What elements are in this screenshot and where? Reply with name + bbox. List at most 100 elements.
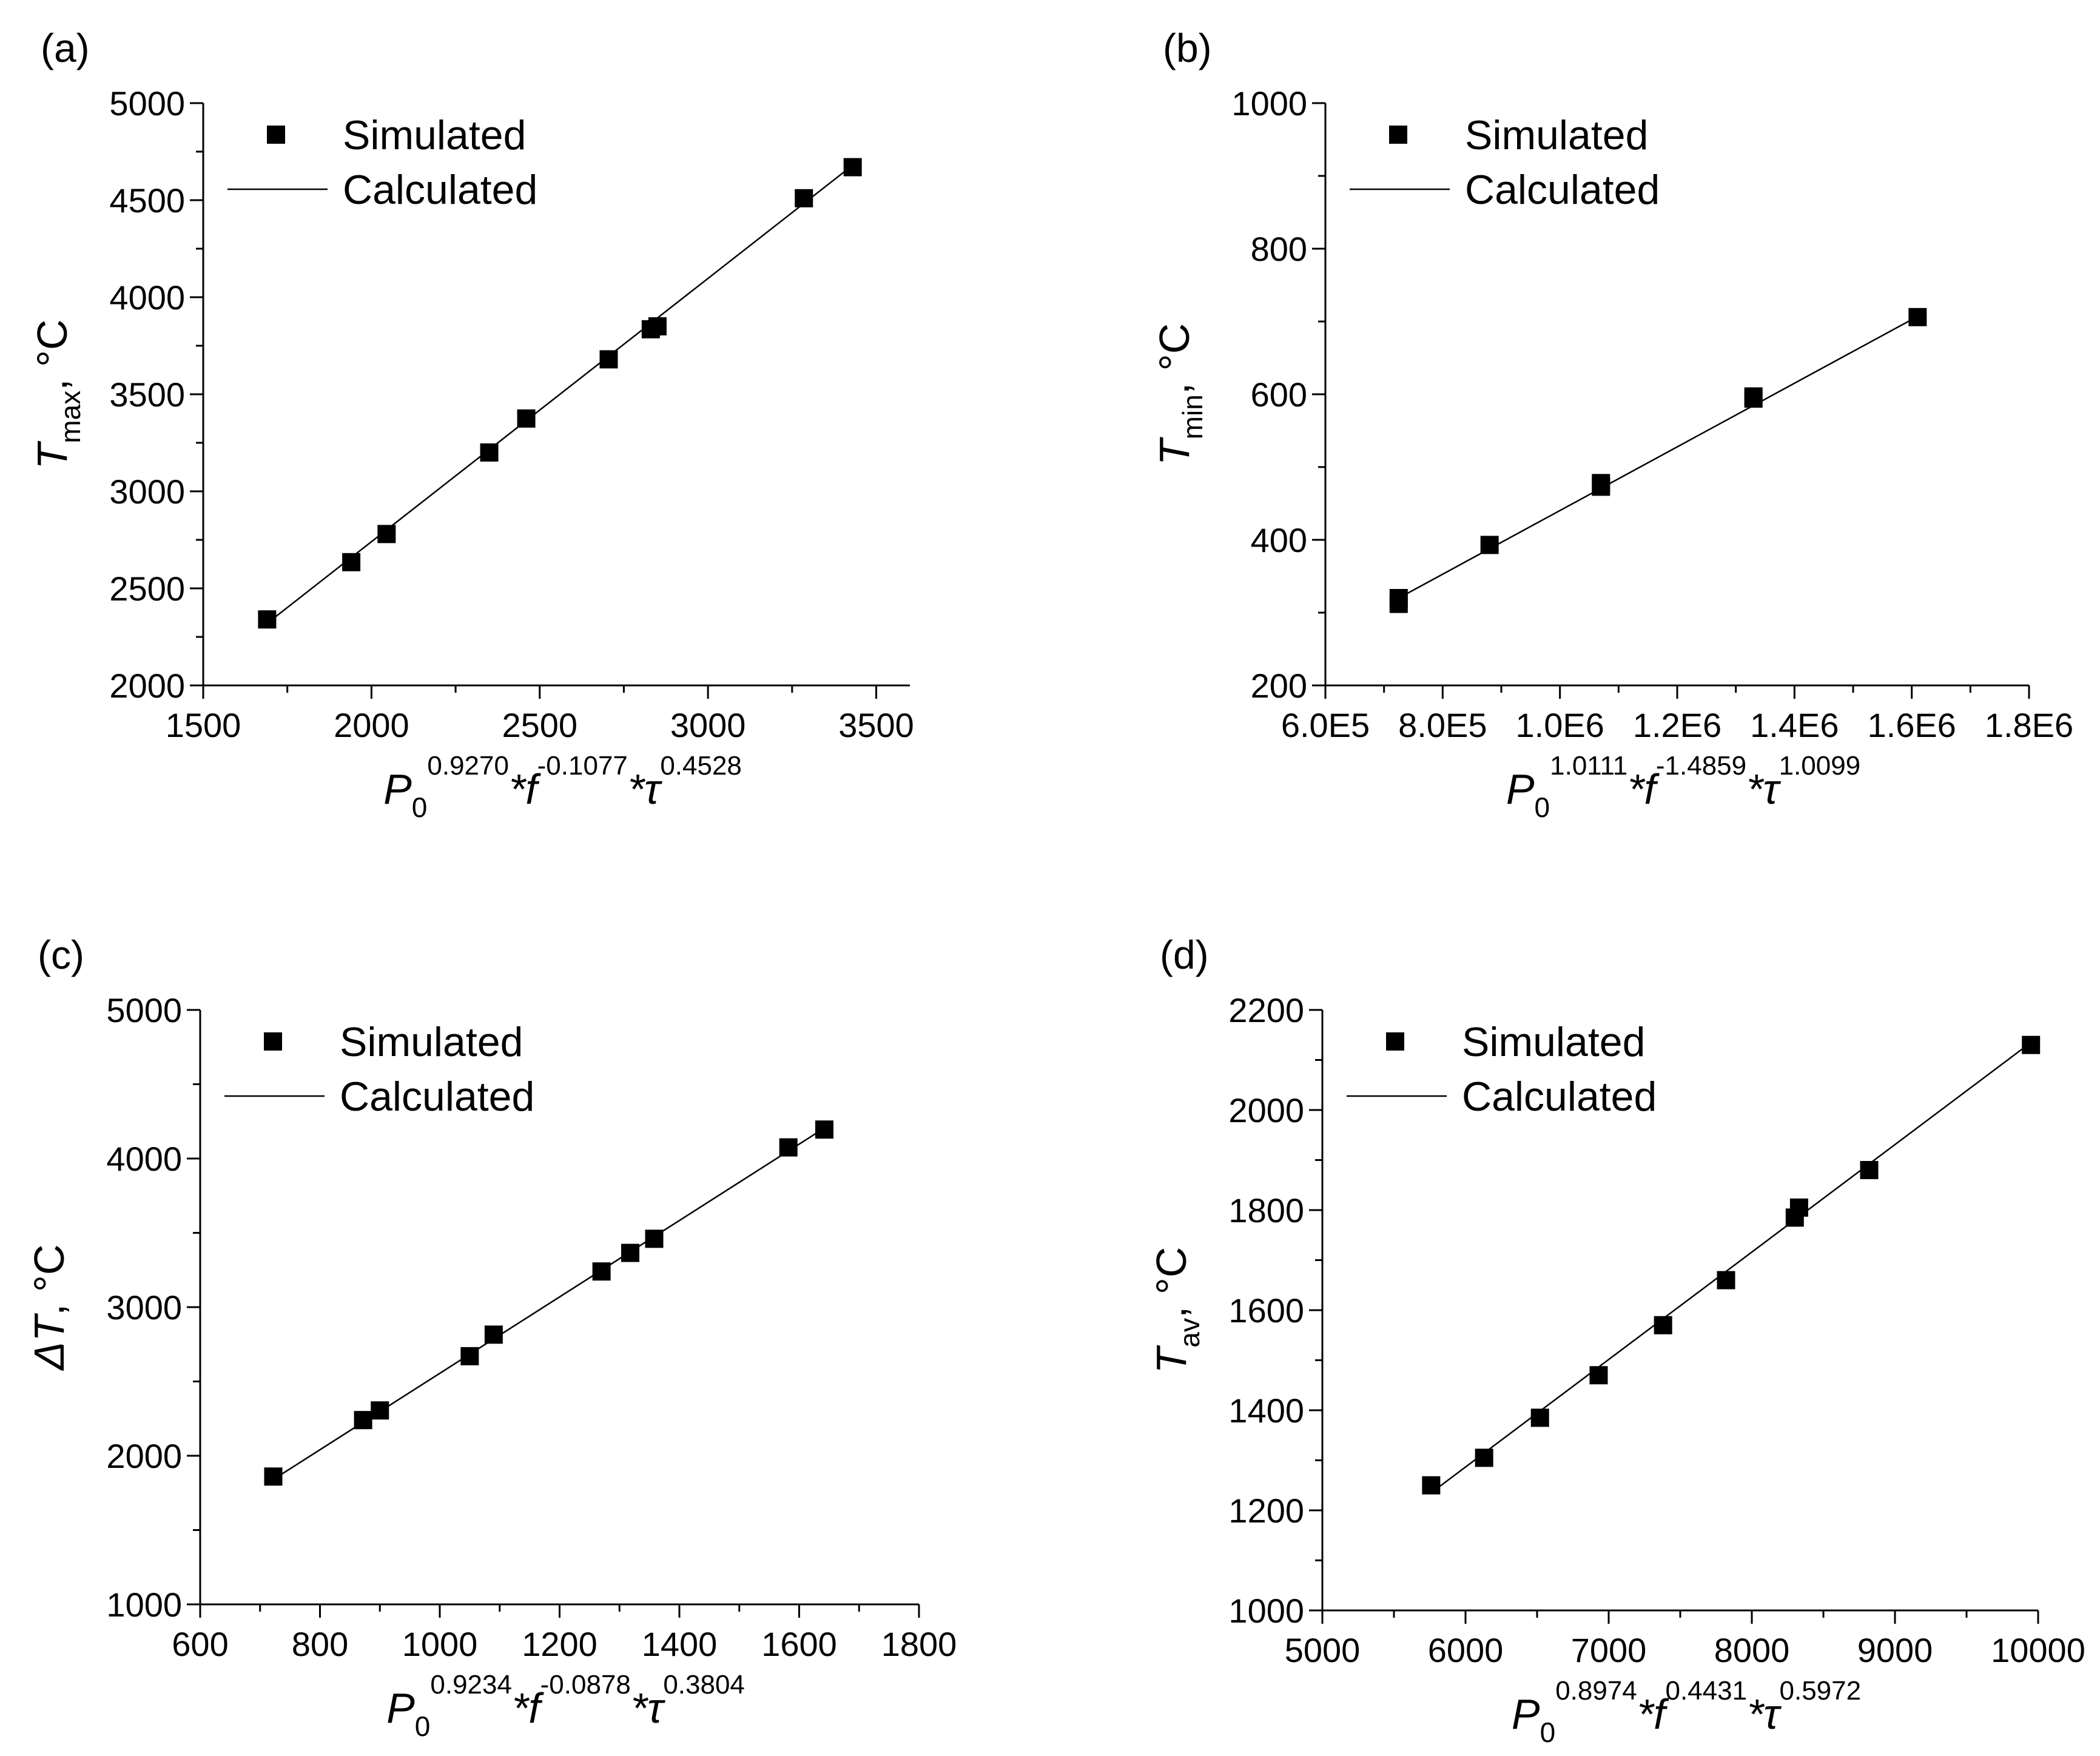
y-tick-label: 4000 xyxy=(109,278,185,317)
simulated-point xyxy=(264,1467,283,1486)
y-tick-label: 3000 xyxy=(106,1288,182,1327)
simulated-point xyxy=(1475,1448,1493,1467)
y-tick-label: 2200 xyxy=(1228,991,1304,1029)
y-tick-label: 2000 xyxy=(1228,1091,1304,1129)
x-tick-label: 1.0E6 xyxy=(1515,706,1604,744)
y-tick-label: 1000 xyxy=(106,1586,182,1624)
x-tick-label: 1500 xyxy=(166,706,241,744)
simulated-point xyxy=(648,317,667,335)
y-tick-label: 1400 xyxy=(1228,1391,1304,1430)
x-tick-label: 9000 xyxy=(1857,1631,1933,1669)
x-axis-label: P00.8974*f0.4431*τ0.5972 xyxy=(1512,1676,1861,1748)
simulated-point xyxy=(1908,308,1927,326)
y-tick-label: 2500 xyxy=(109,570,185,608)
y-tick-label: 600 xyxy=(1251,375,1307,414)
x-tick-label: 2500 xyxy=(502,706,577,744)
simulated-point xyxy=(517,409,536,428)
y-tick-label: 800 xyxy=(1251,230,1307,268)
simulated-point xyxy=(1592,474,1610,493)
legend-simulated-label: Simulated xyxy=(1462,1019,1645,1065)
simulated-point xyxy=(484,1325,503,1344)
simulated-point xyxy=(1422,1476,1441,1495)
legend-simulated-label: Simulated xyxy=(343,112,526,158)
chart-panel-d: 5000 6000 7000 8000 9000 10000 1000 1200 1400 160… xyxy=(1148,932,2085,1748)
simulated-point xyxy=(1789,1198,1808,1217)
legend-calculated-label: Calculated xyxy=(340,1074,534,1120)
simulated-point xyxy=(2022,1035,2041,1054)
legend-calculated-label: Calculated xyxy=(1465,167,1660,213)
y-tick-label: 4500 xyxy=(109,181,185,220)
x-tick-label: 3500 xyxy=(838,706,914,744)
simulated-point xyxy=(1389,589,1408,607)
calculated-line xyxy=(266,164,853,624)
simulated-point xyxy=(460,1347,479,1365)
simulated-point xyxy=(1744,387,1763,406)
x-tick-label: 6000 xyxy=(1428,1631,1504,1669)
simulated-point xyxy=(779,1138,798,1157)
panel-label: (a) xyxy=(41,25,90,70)
simulated-point xyxy=(1860,1161,1879,1179)
x-tick-label: 6.0E5 xyxy=(1281,706,1370,744)
panel-label: (d) xyxy=(1160,932,1209,977)
y-tick-label: 3000 xyxy=(109,473,185,511)
panel-label: (c) xyxy=(38,932,84,977)
simulated-point xyxy=(1480,536,1499,554)
chart-panel-a: 1500 2000 2500 3000 350020002500300035004000… xyxy=(29,25,914,823)
panel-label: (b) xyxy=(1163,25,1212,70)
y-tick-label: 200 xyxy=(1251,667,1307,705)
y-tick-label: 1800 xyxy=(1228,1191,1304,1230)
simulated-point xyxy=(1589,1366,1608,1385)
x-axis-label: P01.0111*f-1.4859*τ1.0099 xyxy=(1506,751,1860,823)
x-tick-label: 10000 xyxy=(1991,1631,2085,1669)
simulated-point xyxy=(258,610,277,629)
y-tick-label: 1000 xyxy=(1231,84,1307,123)
chart-panel-c: 600 800 1000 1200 1400 1600 1800 1000 2000 3000 40… xyxy=(25,932,957,1742)
x-tick-label: 7000 xyxy=(1571,1631,1647,1669)
calculated-line xyxy=(1398,315,1918,599)
legend-simulated-label: Simulated xyxy=(1465,112,1648,158)
y-tick-label: 5000 xyxy=(109,84,185,123)
x-tick-label: 600 xyxy=(172,1625,228,1663)
y-tick-label: 3500 xyxy=(109,375,185,414)
x-tick-label: 1.2E6 xyxy=(1633,706,1721,744)
x-tick-label: 1800 xyxy=(881,1625,957,1663)
simulated-point xyxy=(1717,1271,1735,1290)
x-axis-label: P00.9234*f-0.0878*τ0.3804 xyxy=(386,1670,745,1742)
x-tick-label: 8000 xyxy=(1714,1631,1790,1669)
x-tick-label: 8.0E5 xyxy=(1398,706,1487,744)
y-axis-label: Tav, °C xyxy=(1148,1247,1205,1374)
legend-marker-swatch xyxy=(1386,1032,1404,1051)
y-tick-label: 1600 xyxy=(1228,1291,1304,1330)
chart-panel-b: 6.0E5 8.0E5 1.0E6 1.2E6 1.4E6 1.6E6 1.8E6 200 40… xyxy=(1151,25,2073,823)
simulated-point xyxy=(621,1243,640,1262)
simulated-point xyxy=(645,1230,664,1248)
x-tick-label: 1.8E6 xyxy=(1985,706,2073,744)
y-axis-label: ΔT, °C xyxy=(25,1244,73,1371)
legend-marker-swatch xyxy=(264,1032,282,1051)
x-tick-label: 3000 xyxy=(670,706,746,744)
y-tick-label: 1000 xyxy=(1228,1592,1304,1630)
y-tick-label: 5000 xyxy=(106,991,182,1029)
x-tick-label: 1000 xyxy=(402,1625,478,1663)
legend-calculated-label: Calculated xyxy=(343,167,537,213)
simulated-point xyxy=(480,443,499,462)
y-tick-label: 2000 xyxy=(106,1437,182,1475)
x-tick-label: 5000 xyxy=(1285,1631,1361,1669)
simulated-point xyxy=(354,1411,372,1430)
x-tick-label: 800 xyxy=(292,1625,348,1663)
simulated-point xyxy=(599,350,618,369)
x-tick-label: 1200 xyxy=(522,1625,597,1663)
simulated-point xyxy=(815,1120,833,1139)
legend-marker-swatch xyxy=(267,126,285,144)
y-tick-label: 400 xyxy=(1251,521,1307,559)
simulated-point xyxy=(342,553,361,571)
legend-calculated-label: Calculated xyxy=(1462,1074,1657,1120)
simulated-point xyxy=(1654,1316,1672,1334)
simulated-point xyxy=(843,158,862,177)
y-axis-label: Tmin, °C xyxy=(1151,323,1208,465)
simulated-point xyxy=(795,189,813,207)
x-axis-label: P00.9270*f-0.1077*τ0.4528 xyxy=(383,751,742,823)
simulated-point xyxy=(371,1401,389,1420)
y-tick-label: 2000 xyxy=(109,667,185,705)
